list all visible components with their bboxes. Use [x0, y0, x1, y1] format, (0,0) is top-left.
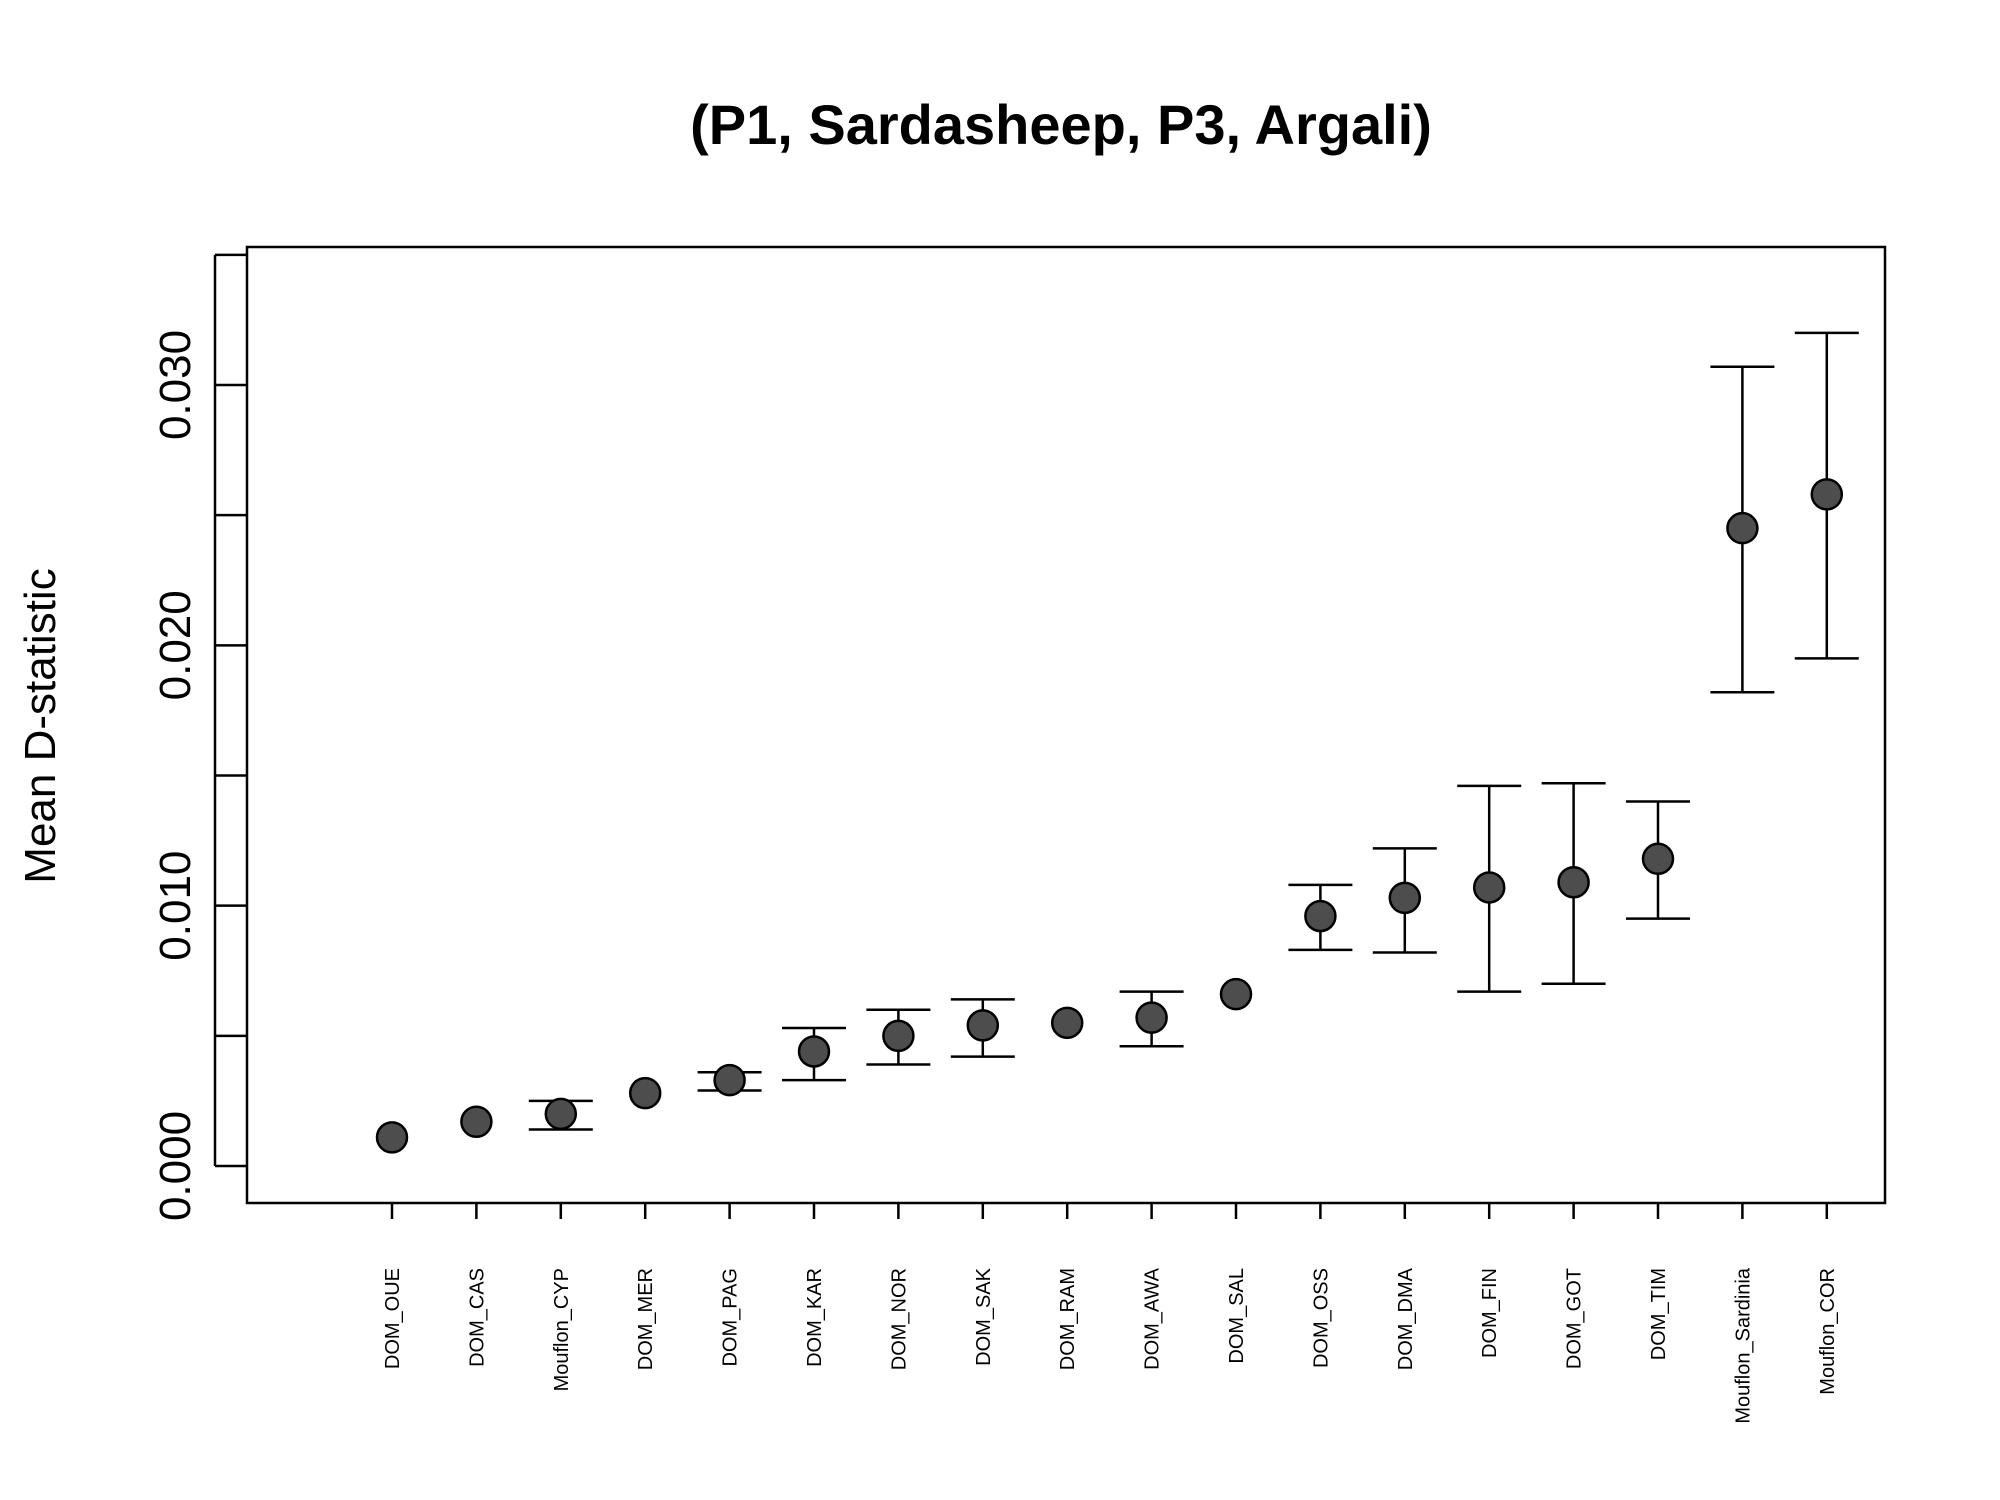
x-tick-label: DOM_SAK [973, 1267, 995, 1365]
x-tick-label: Mouflon_Sardinia [1732, 1267, 1754, 1424]
y-tick-label: 0.010 [151, 851, 200, 961]
data-point [713, 1063, 746, 1097]
data-point [966, 1009, 1000, 1042]
data-point [1304, 899, 1337, 933]
x-tick-label: DOM_NOR [888, 1268, 910, 1370]
y-tick-label: 0.030 [151, 330, 200, 440]
data-point [1557, 865, 1590, 899]
data-point [797, 1035, 831, 1068]
data-point [882, 1019, 915, 1053]
y-axis-label: Mean D-statistic [16, 568, 65, 883]
data-point [628, 1076, 662, 1110]
data-point [544, 1097, 578, 1131]
x-tick-label: Mouflon_CYP [551, 1268, 573, 1391]
x-tick-label: DOM_RAM [1057, 1268, 1079, 1370]
x-tick-label: Mouflon_COR [1817, 1268, 1839, 1395]
chart-title: (P1, Sardasheep, P3, Argali) [690, 93, 1432, 156]
x-tick-label: DOM_OUE [382, 1268, 404, 1369]
x-tick-label: DOM_KAR [804, 1268, 826, 1367]
x-tick-label: DOM_OSS [1310, 1268, 1332, 1368]
data-points [375, 478, 1844, 1154]
y-tick-label: 0.000 [151, 1111, 200, 1221]
plot-area-frame [245, 245, 1887, 1205]
data-point [1641, 842, 1675, 876]
x-tick-label: DOM_GOT [1564, 1268, 1586, 1369]
x-tick-label: DOM_FIN [1479, 1268, 1501, 1358]
x-tick-label: DOM_CAS [466, 1268, 488, 1367]
data-point [375, 1121, 409, 1154]
data-point [1135, 1001, 1168, 1034]
data-point [1726, 511, 1759, 545]
x-tick-label: DOM_PAG [720, 1268, 742, 1367]
x-axis: DOM_OUE DOM_CAS Mouflon_CYP DOM_MER DOM_PAG D… [382, 1203, 1839, 1424]
x-tick-label: DOM_AWA [1142, 1267, 1164, 1370]
x-tick-label: DOM_SAL [1226, 1268, 1248, 1364]
x-tick-label: DOM_TIM [1648, 1268, 1670, 1360]
data-point [1388, 881, 1422, 915]
data-point [460, 1105, 493, 1138]
x-tick-label: DOM_MER [635, 1268, 657, 1370]
error-bars [528, 331, 1859, 1131]
data-point [1472, 871, 1506, 904]
data-point [1219, 977, 1253, 1011]
data-point [1810, 478, 1844, 511]
data-point [1050, 1006, 1084, 1040]
y-axis: 0.000 0.010 0.020 0.030 [151, 253, 247, 1221]
y-tick-label: 0.020 [151, 590, 200, 700]
x-tick-label: DOM_DMA [1395, 1267, 1417, 1370]
